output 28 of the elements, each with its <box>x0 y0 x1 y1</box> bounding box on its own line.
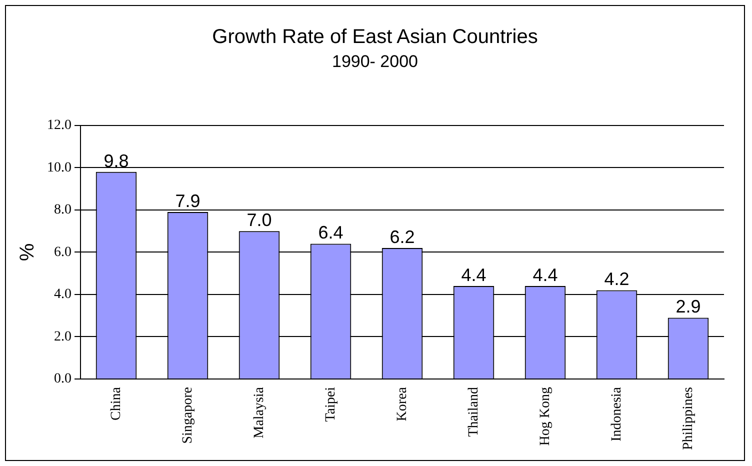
x-tick-label: Philippines <box>680 386 696 450</box>
data-label: 6.4 <box>318 222 344 243</box>
data-label: 7.0 <box>246 210 272 230</box>
y-tick-label: 8.0 <box>54 202 72 218</box>
data-label: 7.9 <box>175 191 200 212</box>
x-tick-label: Thailand <box>466 386 482 437</box>
data-label: 2.9 <box>676 296 701 317</box>
x-tick-label: Taipei <box>323 386 338 422</box>
data-label: 4.4 <box>532 264 558 285</box>
y-tick-label: 2.0 <box>54 329 72 344</box>
data-label: 6.2 <box>390 226 415 247</box>
data-label: 4.4 <box>461 264 486 285</box>
x-tick-label: Hog Kong <box>538 386 553 446</box>
x-tick-label: Indonesia <box>609 386 624 442</box>
y-tick-label: 0.0 <box>54 372 72 387</box>
y-tick-label: 12.0 <box>47 118 72 134</box>
y-tick-label: 4.0 <box>54 287 72 302</box>
data-label: 9.8 <box>104 150 129 171</box>
x-tick-label: Singapore <box>180 386 196 444</box>
data-label: 4.2 <box>604 269 630 290</box>
chart-subtitle: 1990- 2000 <box>330 52 420 72</box>
y-tick-label: 10.0 <box>47 160 72 176</box>
y-axis-title: % <box>16 243 39 262</box>
x-tick-label: China <box>108 386 124 420</box>
x-tick-label: Korea <box>394 386 410 422</box>
y-tick-label: 6.0 <box>54 244 72 260</box>
chart-title: Growth Rate of East Asian Countries <box>211 26 539 49</box>
x-tick-label: Malaysia <box>252 386 267 438</box>
